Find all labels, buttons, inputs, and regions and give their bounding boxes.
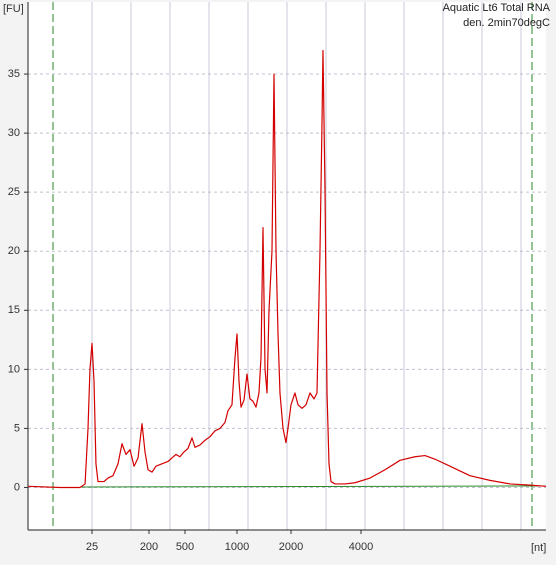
y-tick-label: 10	[8, 363, 20, 375]
chart-title: Aquatic Lt6 Total RNA	[443, 2, 551, 14]
x-tick-label: 2000	[279, 541, 303, 553]
x-tick-label: 500	[176, 541, 194, 553]
y-axis-label: [FU]	[3, 3, 24, 15]
y-tick-label: 30	[8, 127, 20, 139]
y-tick-label: 5	[14, 422, 20, 434]
y-tick-label: 25	[8, 186, 20, 198]
y-tick-label: 20	[8, 245, 20, 257]
electropherogram-trace	[27, 49, 547, 489]
x-tick-label: 25	[86, 541, 98, 553]
x-tick-label: 4000	[349, 541, 373, 553]
x-tick-label: 1000	[225, 541, 249, 553]
y-tick-label: 35	[8, 68, 20, 80]
y-tick-label: 15	[8, 304, 20, 316]
baseline	[79, 485, 547, 488]
y-tick-label: 0	[14, 481, 20, 493]
x-tick-label: 200	[140, 541, 158, 553]
chart-subtitle: den. 2min70degC	[463, 17, 550, 29]
x-axis-label: [nt]	[531, 542, 546, 554]
